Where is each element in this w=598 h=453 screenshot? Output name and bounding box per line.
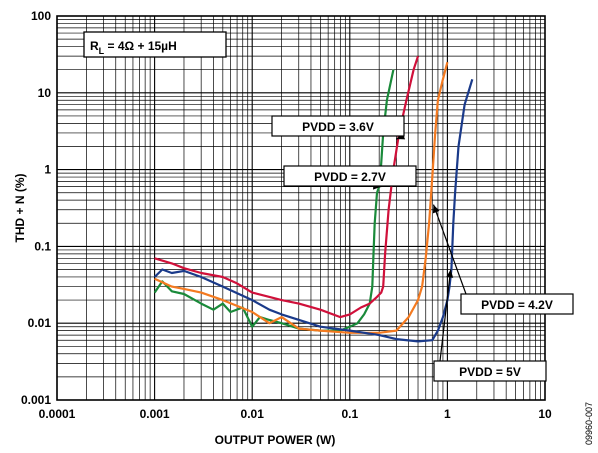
x-tick-label: 1 — [444, 407, 451, 421]
series-annotations: PVDD = 3.6V PVDD = 2.7V PVDD = 4.2V PVDD = … — [271, 115, 574, 382]
figure-id: 09960-007 — [584, 402, 594, 445]
x-axis-title: OUTPUT POWER (W) — [215, 433, 336, 447]
annotation-arrowhead-pvdd-4-2v — [432, 204, 440, 214]
y-tick-label: 0.01 — [28, 316, 52, 330]
annotation-box-pvdd-2-7v — [283, 165, 417, 187]
condition-label-prefix: R — [90, 39, 99, 53]
annotation-label-pvdd-2-7v: PVDD = 2.7V — [314, 170, 386, 184]
condition-label-subscript: L — [99, 46, 105, 56]
y-tick-label: 10 — [38, 86, 52, 100]
annotation-pointer-pvdd-4-2v — [432, 204, 467, 295]
condition-label-suffix: = 4Ω + 15µH — [104, 39, 177, 53]
chart-grid — [56, 16, 545, 401]
annotation-box-pvdd-4-2v — [460, 293, 574, 315]
annotation-label-pvdd-5v: PVDD = 5V — [459, 365, 521, 379]
y-tick-label: 100 — [31, 9, 51, 23]
x-tick-label: 0.001 — [140, 407, 170, 421]
annotation-arrowhead-pvdd-5v — [446, 269, 454, 278]
condition-label: RL = 4Ω + 15µH — [90, 39, 177, 56]
annotation-label-pvdd-4-2v: PVDD = 4.2V — [481, 298, 553, 312]
annotation-box-pvdd-3-6v — [271, 115, 405, 137]
chart-series — [153, 55, 474, 343]
annotation-box-pvdd-5v — [433, 360, 547, 382]
x-tick-label: 10 — [538, 407, 552, 421]
annotation-pointer-pvdd-5v — [439, 269, 452, 362]
x-tick-label: 0.1 — [341, 407, 358, 421]
x-tick-label: 0.01 — [241, 407, 265, 421]
y-tick-label: 0.1 — [34, 239, 51, 253]
y-axis-title: THD + N (%) — [13, 173, 27, 242]
series-line-pvdd-4-2v — [154, 61, 449, 334]
y-tick-label: 0.001 — [21, 393, 51, 407]
series-line-pvdd-5v — [153, 78, 474, 343]
annotation-label-pvdd-3-6v: PVDD = 3.6V — [302, 120, 374, 134]
plot-frame — [56, 15, 546, 401]
condition-label-box: RL = 4Ω + 15µH — [83, 31, 227, 58]
condition-label-frame — [83, 31, 227, 58]
y-tick-label: 1 — [44, 163, 51, 177]
x-tick-label: 0.0001 — [39, 407, 76, 421]
